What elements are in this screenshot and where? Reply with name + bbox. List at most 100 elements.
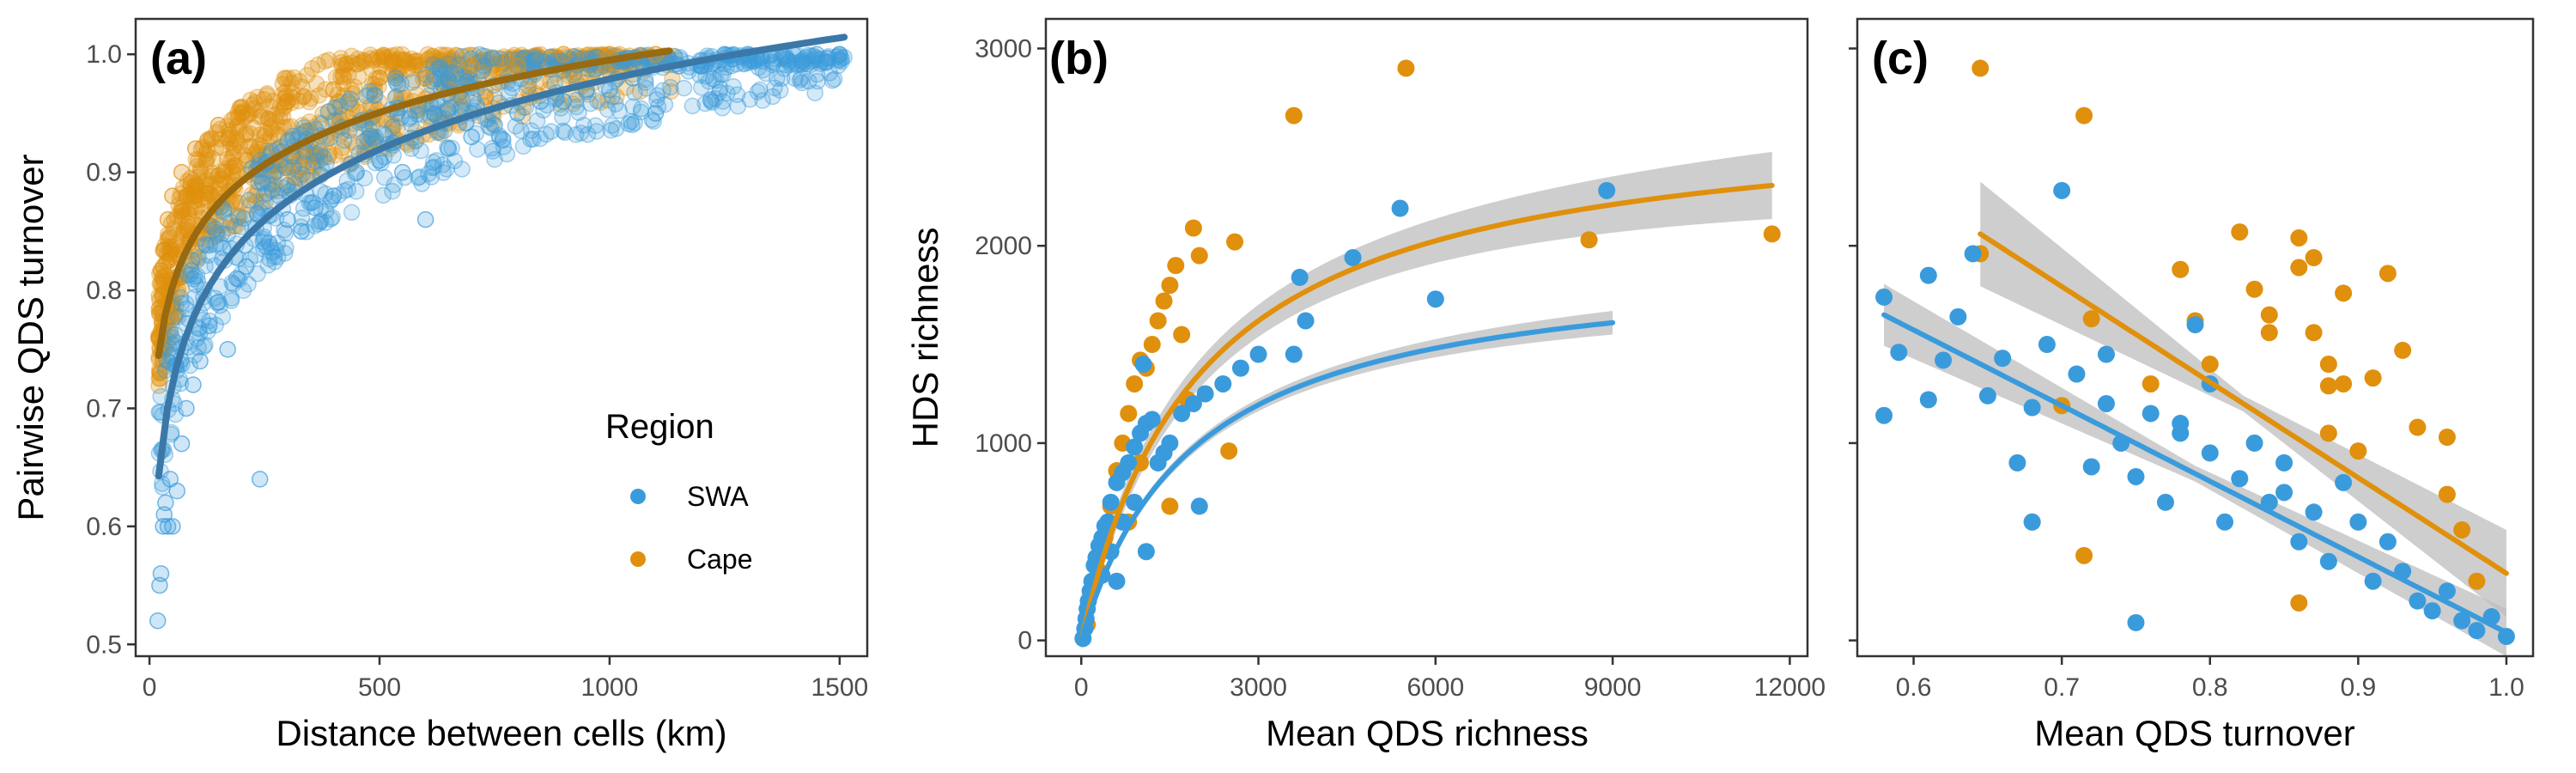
data-point-cape	[186, 180, 204, 198]
data-point-cape	[320, 52, 337, 69]
data-point-cape	[173, 198, 191, 216]
data-point-cape	[225, 157, 243, 174]
y-tick-label: 0.7	[86, 394, 122, 423]
data-point-swa	[264, 182, 282, 199]
data-point-cape	[2438, 485, 2456, 503]
data-point-swa	[201, 312, 218, 330]
data-point-swa	[276, 224, 295, 242]
data-point-swa	[413, 175, 431, 192]
data-point-cape	[203, 131, 221, 148]
data-point-cape	[199, 192, 216, 209]
data-point-swa	[410, 169, 427, 186]
data-point-cape	[289, 162, 307, 180]
data-point-swa	[247, 247, 264, 264]
data-point-swa	[2053, 181, 2071, 199]
data-point-cape	[225, 145, 242, 162]
data-point-swa	[1126, 438, 1144, 456]
data-point-cape	[159, 210, 177, 228]
data-point-cape	[223, 194, 240, 212]
data-point-swa	[2379, 533, 2397, 551]
data-point-cape	[268, 106, 285, 123]
data-point-cape	[217, 160, 234, 178]
x-tick-label: 3000	[1230, 673, 1287, 702]
data-point-swa	[173, 435, 191, 453]
data-point-cape	[247, 192, 265, 210]
data-point-swa	[270, 248, 287, 265]
data-point-cape	[197, 181, 215, 198]
data-point-swa	[293, 210, 311, 227]
data-point-swa	[2127, 613, 2145, 631]
data-point-swa	[754, 92, 771, 109]
data-point-swa	[376, 126, 394, 144]
data-point-cape	[403, 50, 421, 68]
data-point-cape	[408, 52, 426, 70]
data-point-swa	[2231, 470, 2249, 488]
data-point-swa	[802, 56, 819, 74]
data-point-swa	[588, 123, 605, 140]
data-point-cape	[182, 189, 199, 207]
data-point-swa	[367, 86, 384, 104]
data-point-cape	[305, 146, 323, 163]
data-point-swa	[828, 48, 846, 65]
x-tick-label: 0.6	[1896, 673, 1932, 702]
fit-line-swa	[155, 33, 848, 480]
data-point-cape	[393, 85, 410, 102]
data-point-cape	[310, 87, 328, 104]
data-point-cape	[362, 50, 380, 67]
data-point-swa	[392, 109, 410, 126]
data-point-swa	[675, 79, 693, 97]
data-point-swa	[1161, 434, 1179, 452]
y-tick-label: 3000	[975, 34, 1032, 63]
data-point-cape	[513, 46, 531, 64]
data-point-cape	[332, 68, 349, 85]
panel-b-plot-area	[1074, 59, 1781, 651]
data-point-cape	[361, 46, 380, 64]
data-point-cape	[165, 220, 183, 238]
data-point-swa	[707, 89, 724, 107]
data-point-swa	[339, 93, 357, 111]
data-point-swa	[495, 131, 512, 149]
data-point-swa	[2275, 484, 2293, 502]
data-point-swa	[269, 234, 287, 252]
data-point-swa	[438, 160, 455, 178]
data-point-swa	[647, 105, 665, 122]
data-point-swa	[200, 247, 217, 265]
data-point-cape	[163, 240, 180, 259]
data-point-swa	[206, 220, 224, 238]
data-point-swa	[1297, 312, 1315, 330]
data-point-cape	[185, 184, 203, 202]
data-point-swa	[278, 176, 296, 194]
data-point-cape	[327, 100, 344, 117]
data-point-swa	[368, 129, 385, 146]
data-point-cape	[374, 46, 392, 64]
data-point-cape	[151, 363, 168, 381]
data-point-swa	[215, 204, 232, 221]
data-point-cape	[295, 147, 313, 165]
data-point-cape	[1763, 225, 1781, 243]
data-point-cape	[448, 47, 466, 64]
data-point-swa	[1173, 405, 1191, 423]
data-point-swa	[274, 180, 292, 197]
data-point-cape	[166, 211, 183, 228]
data-point-swa	[492, 50, 509, 68]
data-point-cape	[1143, 336, 1161, 354]
data-point-cape	[347, 137, 365, 155]
data-point-cape	[277, 70, 295, 87]
data-point-swa	[791, 71, 809, 89]
x-tick-label: 12000	[1754, 673, 1826, 702]
data-point-cape	[463, 58, 480, 75]
data-point-cape	[228, 162, 246, 180]
data-point-cape	[2142, 374, 2160, 393]
data-point-cape	[332, 53, 350, 71]
x-tick-label: 6000	[1406, 673, 1464, 702]
data-point-swa	[264, 244, 281, 261]
data-point-cape	[276, 70, 293, 87]
data-point-cape	[179, 186, 197, 204]
data-point-cape	[204, 167, 221, 185]
data-point-swa	[294, 166, 311, 184]
data-point-cape	[337, 55, 355, 72]
data-point-swa	[248, 204, 266, 222]
data-point-swa	[384, 182, 401, 200]
data-point-cape	[210, 116, 228, 134]
data-point-swa	[235, 210, 252, 228]
